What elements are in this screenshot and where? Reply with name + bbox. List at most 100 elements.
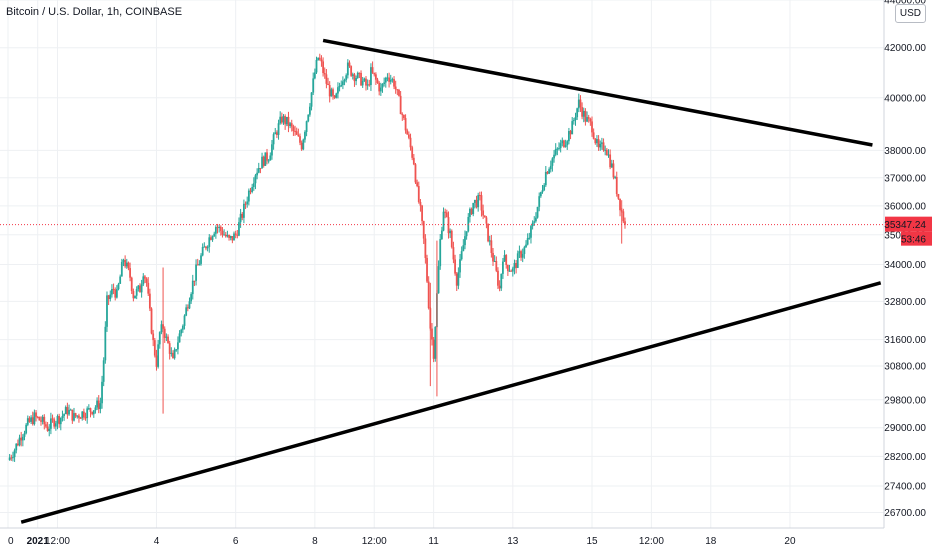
candle-body — [516, 253, 519, 268]
candle — [505, 254, 508, 269]
candle — [421, 204, 423, 226]
candle — [393, 76, 395, 90]
candle — [615, 171, 618, 197]
candle — [589, 117, 592, 126]
candle-body — [310, 92, 313, 107]
candle-body — [115, 289, 118, 298]
candle-body — [51, 418, 54, 420]
candle — [165, 333, 168, 342]
candle-body — [251, 187, 254, 192]
candle — [130, 276, 133, 295]
currency-button[interactable]: USD — [894, 4, 926, 23]
candle-body — [137, 285, 140, 290]
candle-body — [41, 416, 44, 422]
candle-body — [183, 315, 186, 326]
candle — [384, 76, 387, 88]
candle-body — [68, 409, 70, 415]
price-badge[interactable]: 35347.24 53:46 — [884, 216, 932, 246]
candle — [99, 397, 102, 414]
candle — [472, 202, 475, 217]
candle — [13, 448, 16, 462]
candle — [422, 220, 425, 244]
candle — [97, 395, 100, 414]
candle — [317, 57, 320, 61]
candle-body — [531, 222, 534, 227]
candle-body — [49, 418, 52, 429]
candle — [559, 139, 562, 153]
candle-body — [158, 332, 161, 345]
candle — [206, 245, 209, 252]
candle-body — [64, 407, 67, 415]
candle — [581, 102, 584, 120]
candle-body — [391, 79, 394, 81]
candle — [256, 168, 259, 180]
candle — [122, 258, 125, 267]
candle-body — [82, 411, 85, 418]
candle — [120, 258, 123, 277]
candle — [96, 397, 98, 411]
candle-body — [558, 148, 560, 150]
candle-body — [231, 236, 234, 241]
candle — [79, 416, 82, 419]
candle — [526, 233, 529, 246]
candle — [528, 232, 531, 240]
countdown-bg — [901, 231, 932, 246]
candle-body — [526, 238, 529, 245]
y-tick-label: 40000.00 — [884, 93, 926, 104]
candle — [221, 227, 224, 238]
candle-body — [330, 89, 333, 97]
candle — [407, 131, 410, 140]
candle — [18, 434, 21, 447]
y-tick-label: 27400.00 — [884, 481, 926, 492]
candle — [241, 211, 244, 221]
candle-body — [277, 123, 280, 135]
candle — [561, 137, 564, 147]
candle-body — [280, 116, 283, 123]
candle — [257, 162, 260, 174]
candle-body — [503, 255, 506, 262]
candle-body — [71, 409, 74, 421]
candle — [605, 147, 608, 156]
candle-body — [272, 134, 275, 145]
candle — [229, 235, 232, 241]
candle — [371, 61, 374, 74]
candle — [353, 72, 356, 87]
candle-body — [538, 196, 541, 207]
candle-body — [419, 201, 422, 206]
candle-body — [168, 343, 171, 354]
y-tick-label: 31600.00 — [884, 335, 926, 346]
candle-body — [203, 246, 206, 248]
candle — [267, 158, 270, 164]
candle — [140, 279, 143, 298]
candle-body — [487, 223, 489, 242]
candle — [234, 230, 237, 239]
x-tick-label: 4 — [154, 536, 160, 547]
candle-body — [97, 400, 100, 410]
candle-body — [279, 116, 282, 124]
candle-body — [563, 140, 565, 147]
candle — [541, 184, 544, 194]
candle-body — [320, 59, 323, 62]
candle-body — [219, 226, 222, 231]
candle-body — [427, 281, 430, 309]
candle — [318, 53, 321, 61]
candle — [594, 138, 597, 145]
candle — [431, 323, 433, 346]
candle — [63, 413, 65, 421]
candle-body — [401, 114, 404, 116]
candle — [546, 170, 549, 175]
candle — [483, 215, 486, 218]
candle — [216, 223, 219, 234]
candle-body — [495, 260, 498, 271]
candle-body — [600, 142, 603, 144]
candle — [285, 116, 288, 127]
candle-body — [130, 277, 133, 292]
candle-body — [208, 237, 211, 247]
candle — [224, 231, 227, 238]
candle-body — [518, 251, 521, 254]
candle — [388, 72, 390, 88]
candle-body — [406, 130, 409, 135]
y-tick-label: 38000.00 — [884, 146, 926, 157]
candle-body — [221, 230, 224, 235]
